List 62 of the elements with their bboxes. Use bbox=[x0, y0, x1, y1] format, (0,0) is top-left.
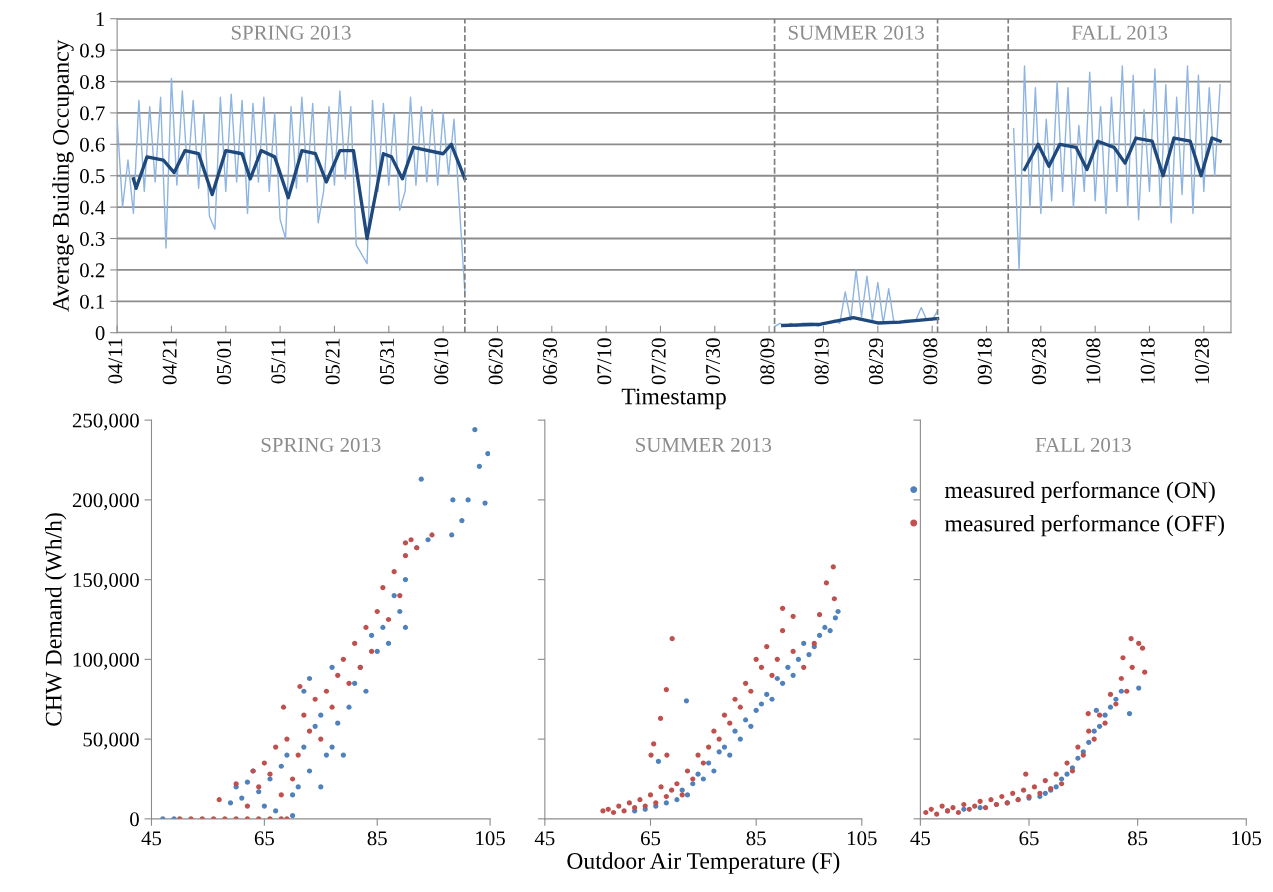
annotation: FALL 2013 bbox=[1071, 25, 1168, 40]
y-tick-label: 0.6 bbox=[80, 137, 105, 152]
y-tick-label: 0.9 bbox=[80, 43, 105, 58]
y-tick-label: 200,000 bbox=[72, 493, 139, 511]
x-tick-label: 65 bbox=[254, 831, 274, 846]
annotation: SUMMER 2013 bbox=[788, 25, 924, 40]
x-axis-title: Outdoor Air Temperature (F) bbox=[567, 852, 840, 874]
x-tick-label: 10/28 bbox=[1194, 338, 1210, 384]
x-tick-label: 05/31 bbox=[379, 338, 395, 385]
x-tick-label: 85 bbox=[746, 831, 766, 846]
y-axis-title: Average Buiding Occupancy bbox=[52, 39, 74, 312]
legend-label: measured performance (OFF) bbox=[944, 514, 1224, 537]
y-axis-title: CHW Demand (Wh/h) bbox=[45, 513, 67, 726]
annotation: SPRING 2013 bbox=[231, 25, 351, 40]
x-axis-title: Timestamp bbox=[621, 388, 726, 410]
y-tick-label: 0.1 bbox=[80, 294, 105, 309]
x-tick-label: 08/09 bbox=[760, 338, 775, 385]
y-tick-label: 0.3 bbox=[80, 231, 105, 247]
y-tick-label: 250,000 bbox=[72, 413, 139, 431]
x-tick-label: 10/08 bbox=[1086, 338, 1101, 384]
x-tick-label: 85 bbox=[1128, 831, 1148, 846]
x-tick-label: 09/18 bbox=[977, 338, 992, 385]
text: FALL 2013 bbox=[1035, 437, 1131, 452]
x-tick-label: 08/19 bbox=[814, 338, 829, 385]
y-tick-label: 0 bbox=[130, 812, 139, 827]
y-tick-label: 0 bbox=[95, 326, 105, 341]
x-tick-label: 07/20 bbox=[651, 338, 666, 385]
x-tick-label: 05/01 bbox=[216, 338, 231, 385]
x-tick-label: 65 bbox=[640, 831, 661, 846]
x-tick-label: 04/11 bbox=[108, 338, 123, 384]
x-tick-label: 06/10 bbox=[434, 338, 449, 385]
y-tick-label: 0.5 bbox=[80, 169, 105, 184]
y-tick-label: 50,000 bbox=[83, 732, 139, 750]
x-tick-label: 65 bbox=[1019, 831, 1039, 846]
x-tick-label: 45 bbox=[141, 831, 162, 846]
x-tick-label: 04/21 bbox=[162, 338, 177, 385]
text: SPRING 2013 bbox=[261, 437, 381, 452]
legend-label: measured performance (ON) bbox=[944, 481, 1215, 503]
x-tick-label: 10/18 bbox=[1140, 338, 1155, 384]
x-tick-label: 08/29 bbox=[868, 338, 884, 385]
text: SUMMER 2013 bbox=[636, 437, 772, 452]
x-tick-label: 09/08 bbox=[923, 338, 938, 385]
x-tick-label: 06/20 bbox=[488, 338, 503, 385]
x-tick-label: 05/21 bbox=[325, 338, 340, 385]
y-tick-label: 0.4 bbox=[80, 200, 105, 215]
x-tick-label: 45 bbox=[910, 831, 930, 846]
y-tick-label: 0.2 bbox=[80, 263, 105, 278]
y-tick-label: 1 bbox=[96, 12, 105, 26]
x-tick-label: 105 bbox=[1232, 831, 1262, 846]
x-tick-label: 45 bbox=[534, 831, 555, 846]
y-tick-label: 0.8 bbox=[80, 74, 105, 90]
x-tick-label: 07/30 bbox=[705, 338, 721, 385]
x-tick-label: 105 bbox=[476, 831, 505, 846]
y-tick-label: 100,000 bbox=[73, 652, 139, 670]
x-tick-label: 05/11 bbox=[271, 338, 286, 384]
x-tick-label: 09/28 bbox=[1031, 338, 1047, 385]
y-tick-label: 150,000 bbox=[73, 573, 139, 591]
y-tick-label: 0.7 bbox=[80, 106, 105, 121]
x-tick-label: 07/10 bbox=[597, 338, 612, 385]
x-tick-label: 105 bbox=[848, 831, 877, 846]
x-tick-label: 85 bbox=[367, 831, 387, 846]
x-tick-label: 06/30 bbox=[542, 338, 558, 385]
